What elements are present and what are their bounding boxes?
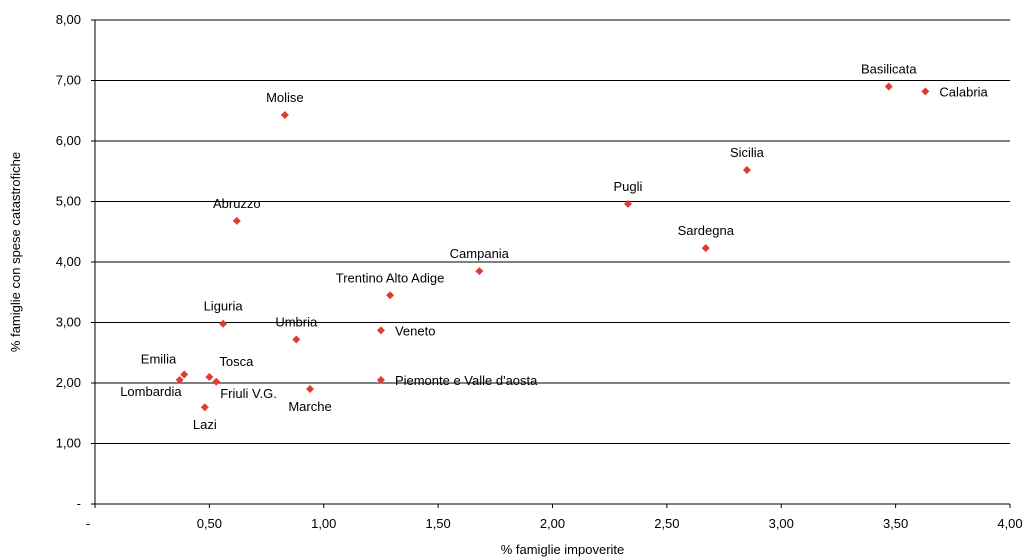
gridlines: [95, 19, 1010, 444]
data-point-label: Pugli: [614, 179, 643, 194]
data-point-label: Sardegna: [678, 223, 735, 238]
y-tick-label: 4,00: [56, 254, 81, 269]
y-axis-label: % famiglie con spese catastrofiche: [8, 152, 23, 352]
data-points: [175, 82, 930, 412]
data-point: [280, 110, 289, 119]
data-point: [219, 319, 228, 328]
x-tick-label: 2,50: [654, 516, 679, 531]
x-tick-label: 1,50: [425, 516, 450, 531]
axes: [91, 19, 1011, 508]
x-tick-label: 0,50: [197, 516, 222, 531]
y-tick-labels: - 1,00 2,00 3,00 4,00 5,00 6,00 7,00 8,00: [56, 12, 81, 511]
data-point-label: Veneto: [395, 323, 436, 338]
data-point-label: Trentino Alto Adige: [336, 270, 445, 285]
data-point: [376, 326, 385, 335]
y-tick-label: -: [77, 496, 81, 511]
x-tick-label: 4,00: [997, 516, 1022, 531]
data-point: [232, 216, 241, 225]
data-point-label: Campania: [450, 246, 510, 261]
y-tick-label: 6,00: [56, 133, 81, 148]
data-point-label: Liguria: [204, 299, 244, 314]
data-point-label: Calabria: [939, 84, 988, 99]
data-point-label: Sicilia: [730, 145, 765, 160]
data-point: [180, 370, 189, 379]
data-point: [212, 377, 221, 386]
y-tick-label: 7,00: [56, 73, 81, 88]
data-point: [884, 82, 893, 91]
y-tick-label: 5,00: [56, 194, 81, 209]
data-point: [701, 244, 710, 253]
x-tick-label: -: [86, 516, 90, 531]
data-point-label: Marche: [288, 399, 331, 414]
data-point: [306, 385, 315, 394]
data-point: [175, 375, 184, 384]
data-point-label: Emilia: [141, 352, 177, 367]
data-point: [376, 375, 385, 384]
data-point-label: Basilicata: [861, 62, 917, 77]
data-point: [921, 87, 930, 96]
data-point-label: Lombardia: [120, 384, 182, 399]
x-tick-label: 1,00: [311, 516, 336, 531]
data-point-label: Lazi: [193, 417, 217, 432]
y-tick-label: 1,00: [56, 436, 81, 451]
data-point: [475, 267, 484, 276]
data-point: [200, 403, 209, 412]
data-point-label: Tosca: [219, 354, 254, 369]
data-point-label: Molise: [266, 90, 304, 105]
y-tick-label: 2,00: [56, 375, 81, 390]
data-point-labels: Basilicata Calabria Molise Sicilia Pugli Abru…: [120, 62, 988, 433]
data-point: [386, 291, 395, 300]
x-tick-labels: - 0,50 1,00 1,50 2,00 2,50 3,00 3,50 4,00: [86, 516, 1023, 531]
x-tick-label: 2,00: [540, 516, 565, 531]
x-axis-label: % famiglie impoverite: [501, 542, 625, 557]
data-point: [292, 335, 301, 344]
data-point: [205, 372, 214, 381]
data-point: [742, 166, 751, 175]
x-tick-label: 3,00: [769, 516, 794, 531]
data-point-label: Piemonte e Valle d'aosta: [395, 373, 538, 388]
x-tick-label: 3,50: [883, 516, 908, 531]
y-tick-label: 3,00: [56, 315, 81, 330]
data-point: [623, 199, 632, 208]
data-point-label: Friuli V.G.: [220, 386, 277, 401]
y-tick-label: 8,00: [56, 12, 81, 27]
data-point-label: Umbria: [275, 314, 318, 329]
data-point-label: Abruzzo: [213, 196, 261, 211]
